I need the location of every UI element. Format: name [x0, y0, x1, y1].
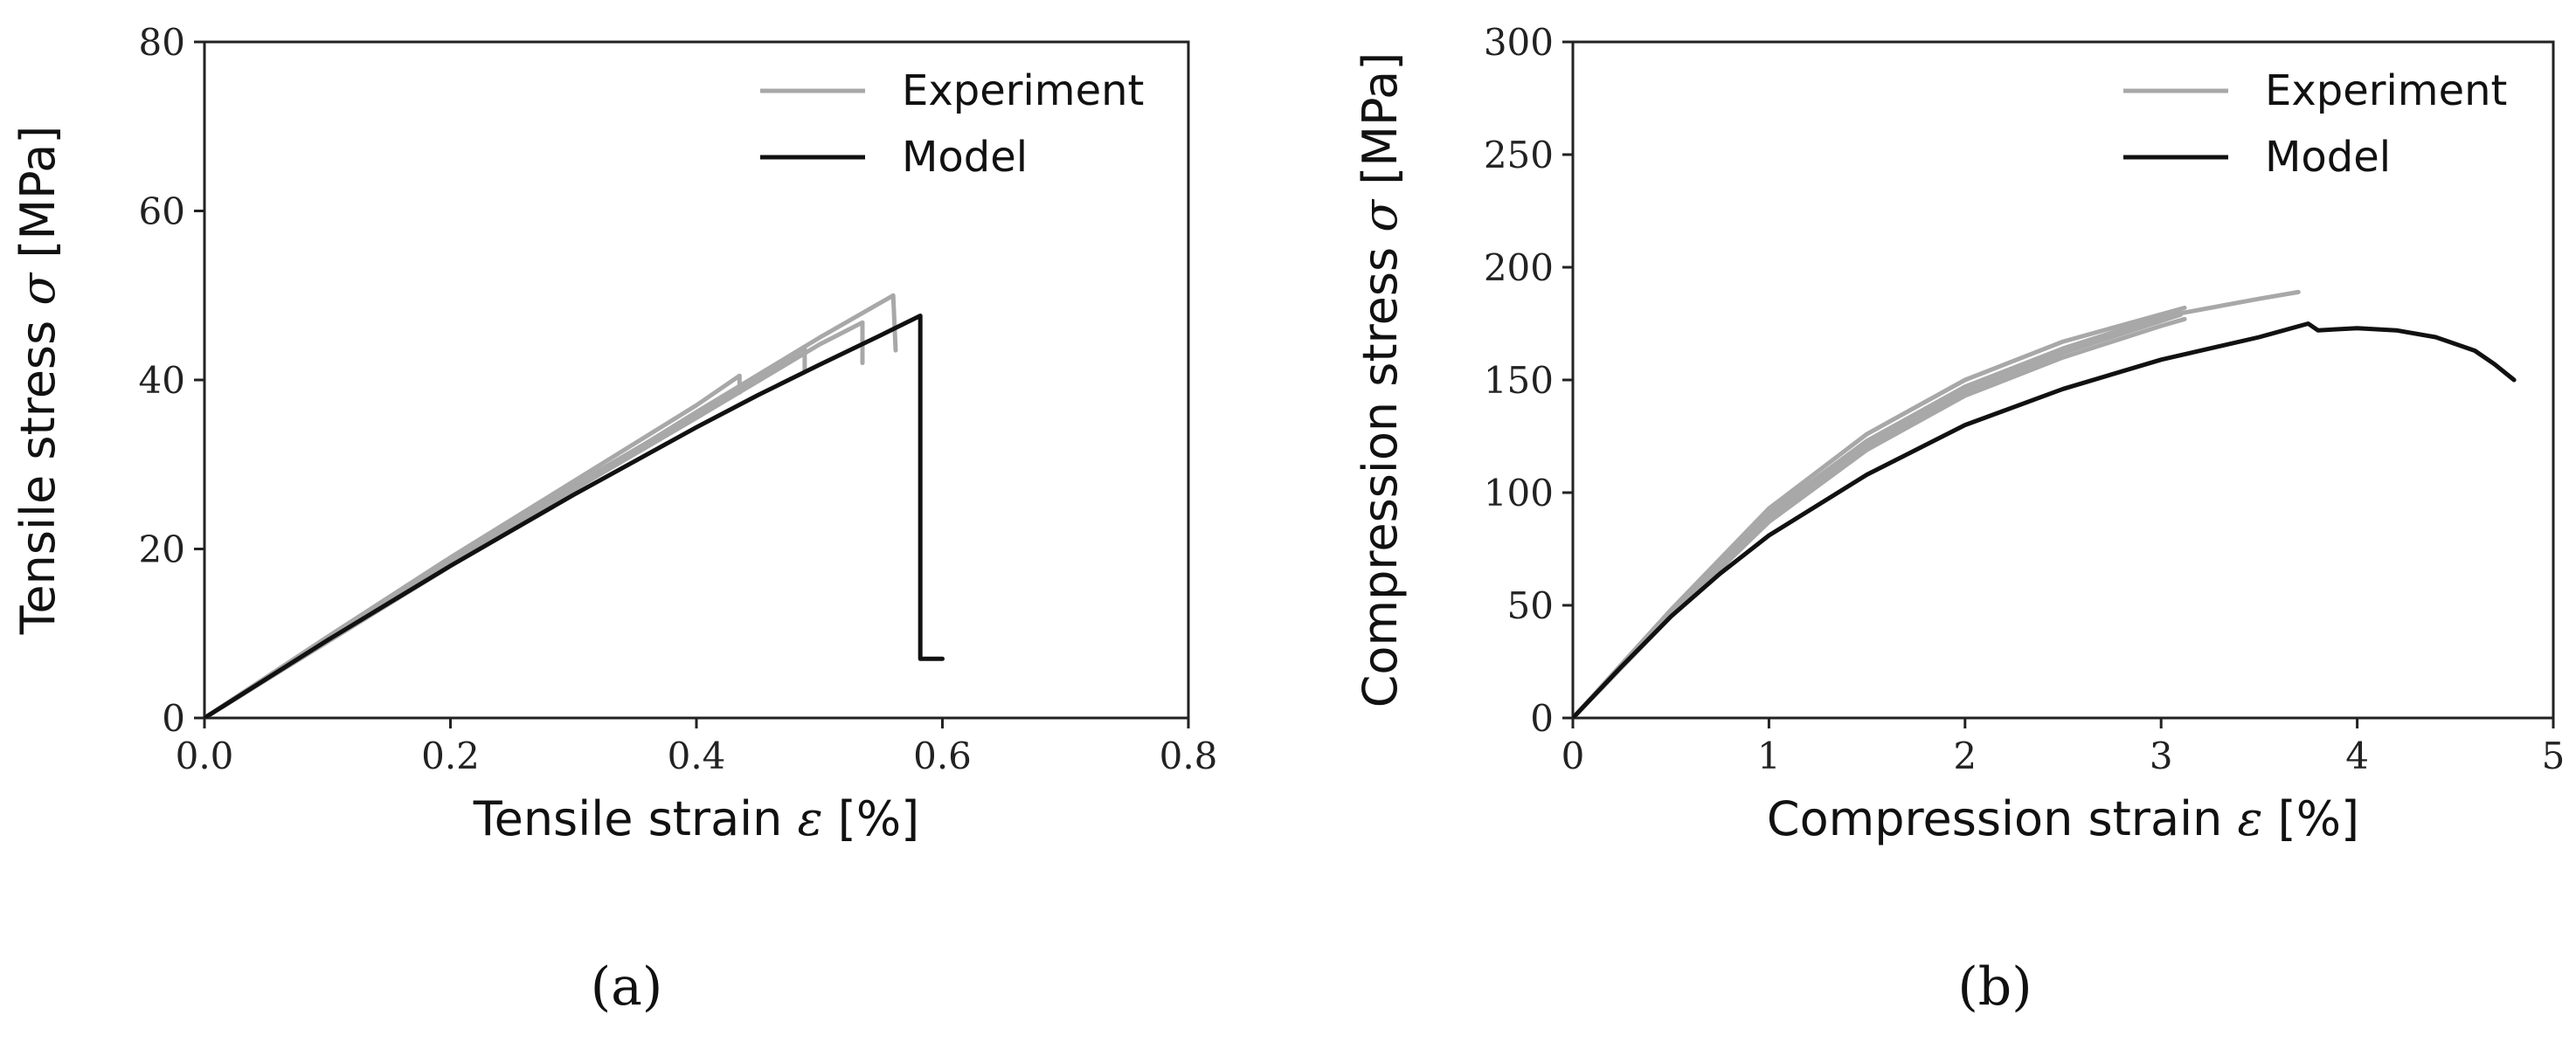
panel-b-xtick-label: 4 [2345, 735, 2369, 777]
panel-a-ytick-label: 80 [139, 21, 185, 64]
panel-b-experiment-curve-3 [1573, 305, 2187, 718]
panel-b-x-axis-title: Compression strain ε [%] [1767, 791, 2359, 846]
panel-b-ytick-label: 200 [1484, 246, 1554, 289]
panel-a-x-axis-title: Tensile strain ε [%] [473, 791, 919, 846]
panel-a-y-axis-title-text: Tensile stress [10, 321, 66, 636]
panel-a-legend-label-experiment: Experiment [902, 66, 1144, 115]
panel-b-y-axis-title: Compression stress σ [MPa] [1353, 52, 1408, 708]
panel-b-x-axis-title-text: Compression strain [1767, 791, 2222, 846]
panel-b-ytick-label: 150 [1484, 359, 1554, 402]
panel-a-x-axis-title-space [823, 791, 838, 846]
panel-a-plot-frame [203, 40, 1190, 720]
panel-b-plot-frame [1571, 40, 2555, 720]
panel-a-x-axis-title-space [782, 791, 797, 846]
panel-b-experiment-curve-1 [1573, 289, 2301, 718]
panel-b-x-axis-symbol: ε [2237, 791, 2262, 846]
panel-b-y-axis-title-text: Compression stress [1353, 247, 1408, 707]
panel-a-y-axis-title-space [10, 259, 66, 273]
panel-a-x-axis-symbol: ε [798, 791, 823, 846]
panel-a-panel-label: (a) [591, 956, 663, 1018]
panel-b-y-axis-title-space [1353, 185, 1408, 200]
panel-b-ytick-label: 100 [1484, 472, 1554, 514]
panel-b-xtick-label: 2 [1953, 735, 1977, 777]
panel-b-experiment-curve-4 [1573, 312, 2184, 718]
panel-a-xtick-label: 0.4 [668, 735, 726, 777]
panel-b-xtick-label: 5 [2542, 735, 2566, 777]
panel-b-ytick-label: 250 [1484, 134, 1554, 176]
panel-a-series-model [204, 314, 945, 718]
panel-a-chart: 0.0 0.2 0.4 0.6 0.8 0 20 40 60 80 Experiment Model T… [10, 21, 1217, 1018]
panel-b-x-axis-title-space [2262, 791, 2277, 846]
panel-a-ytick-label: 0 [162, 697, 185, 740]
panel-b-y-axis-symbol: σ [1353, 198, 1408, 232]
panel-b-chart: 0 1 2 3 4 5050100150200250300ExperimentModelC… [1353, 21, 2565, 1018]
panel-a-legend-label-model: Model [902, 133, 1028, 182]
panel-b-y-axis-unit: [MPa] [1353, 52, 1408, 185]
panel-a-xtick-label: 0.2 [421, 735, 480, 777]
panel-a-xtick-label: 0.8 [1160, 735, 1218, 777]
panel-b-ytick-label: 0 [1530, 697, 1554, 740]
panel-a-y-axis-title-space [10, 306, 66, 321]
panel-b-panel-label: (b) [1957, 956, 2032, 1018]
panel-a-y-axis-title: Tensile stress σ [MPa] [10, 126, 66, 636]
panel-b-ytick-label: 50 [1507, 584, 1554, 627]
panel-b-ytick-label: 300 [1484, 21, 1554, 64]
panel-b-legend-label-model: Model [2265, 133, 2391, 182]
panel-b-xtick-label: 1 [1757, 735, 1781, 777]
panel-b-series-model [1573, 321, 2517, 718]
panel-b-xtick-label: 3 [2150, 735, 2173, 777]
panel-b-model-curve-1 [1573, 321, 2517, 718]
panel-b-series-experiment [1573, 289, 2301, 718]
panel-a-ytick-label: 60 [139, 190, 185, 233]
panel-b-legend-label-experiment: Experiment [2265, 66, 2507, 115]
panel-b-x-axis-unit: [%] [2278, 791, 2359, 846]
panel-a-model-curve-1 [204, 314, 945, 718]
panel-a-y-axis-symbol: σ [10, 272, 66, 306]
panel-a-ytick-label: 20 [139, 528, 185, 571]
panel-a-ytick-label: 40 [139, 359, 185, 402]
panel-b-xtick-label: 0 [1562, 735, 1585, 777]
panel-a-x-axis-unit: [%] [838, 791, 919, 846]
panel-b-y-axis-title-space [1353, 232, 1408, 247]
panel-a-y-axis-unit: [MPa] [10, 126, 66, 259]
panel-a-legend: Experiment Model [760, 66, 1144, 182]
panel-a-xtick-label: 0.0 [176, 735, 234, 777]
panel-b-legend: Experiment Model [2123, 66, 2507, 182]
panel-b-x-axis-title-space [2222, 791, 2237, 846]
panel-a-xtick-label: 0.6 [913, 735, 972, 777]
panel-a-x-axis-title-text: Tensile strain [473, 791, 783, 846]
